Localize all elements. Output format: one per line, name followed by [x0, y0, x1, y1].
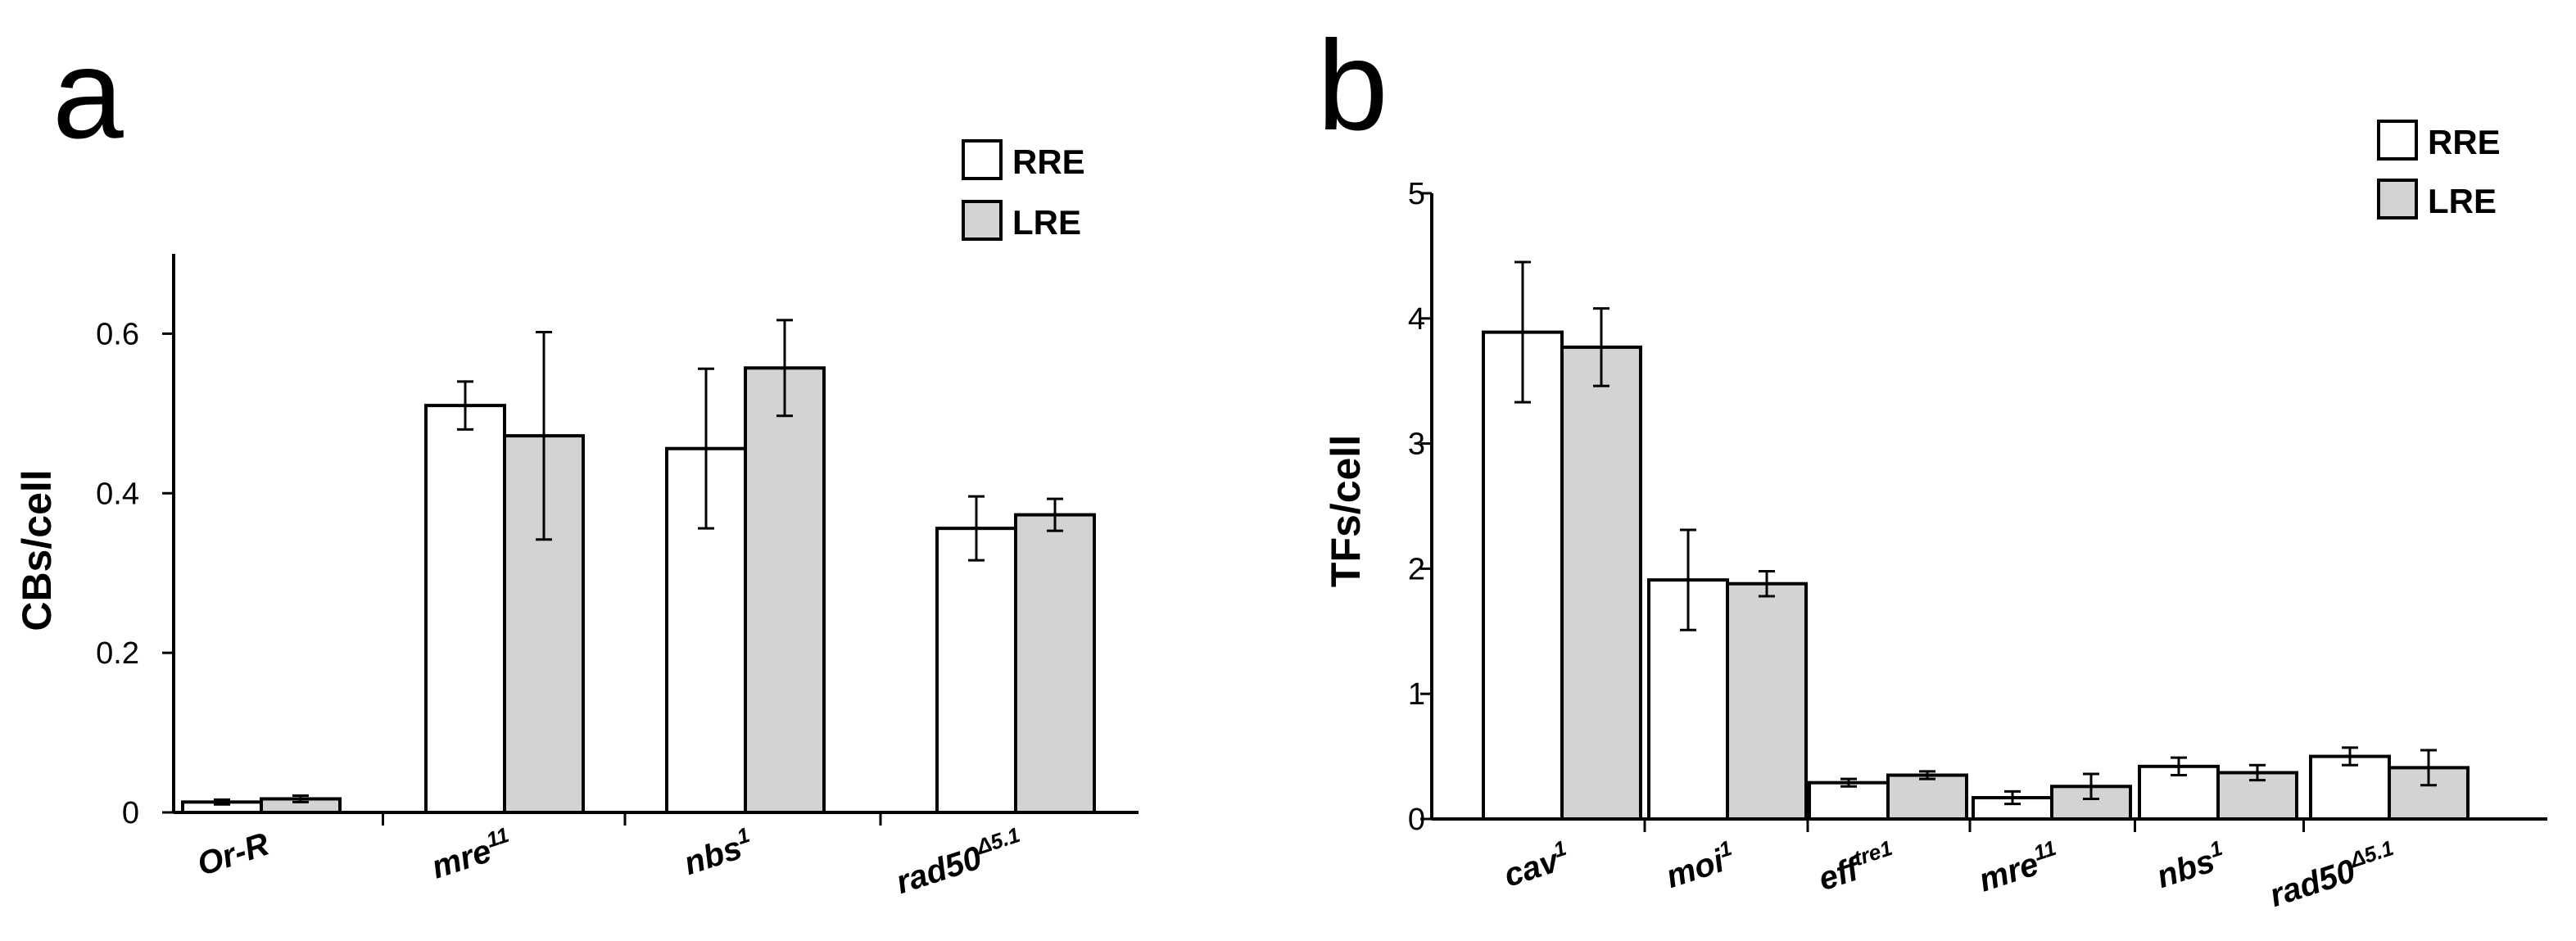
panel-a-bar-rre	[424, 404, 506, 814]
panel-b-category-label: efftre1	[1813, 835, 1899, 898]
panel-b-error-bar	[1759, 569, 1775, 598]
panel-b-y-tick-label: 2	[1408, 552, 1425, 586]
panel-a-category-label: Or-R	[193, 826, 274, 883]
panel-b-bar-rre	[1808, 780, 1890, 821]
panel-b-category-label: mre11	[1973, 835, 2064, 899]
panel-b-bar-lre	[1726, 581, 1808, 821]
panel-a-error-bar	[776, 319, 793, 418]
panel-b-y-tick-label: 3	[1408, 428, 1425, 462]
panel-b-error-bar	[1593, 307, 1609, 387]
panel-a-category-label: rad50Δ5.1	[890, 822, 1028, 901]
panel-b-category-label: nbs1	[2151, 835, 2230, 895]
panel-b-legend: RRE LRE	[2377, 120, 2501, 220]
panel-a-legend-swatch-lre	[962, 200, 1003, 241]
panel-a-bar-lre	[744, 366, 826, 814]
panel-b-error-bar	[2249, 763, 2266, 782]
panel-b-error-bar	[2420, 749, 2437, 787]
panel-b-category-label: moi1	[1660, 835, 1740, 895]
panel-b-legend-label-rre: RRE	[2428, 123, 2501, 161]
panel-b-bar-lre	[1560, 345, 1642, 821]
panel-b-bar-lre	[1886, 773, 1968, 821]
panel-a-bar-lre	[1014, 513, 1096, 814]
panel-a-error-bar	[457, 380, 473, 431]
panel-a-error-bar	[536, 330, 552, 541]
panel-b-error-bar	[1680, 528, 1696, 631]
panel-a-error-bar	[1047, 497, 1063, 532]
panel-b-legend-label-lre: LRE	[2428, 182, 2497, 220]
panel-a-legend-label-lre: LRE	[1012, 203, 1081, 242]
panel-a-y-tick-label: 0.6	[96, 317, 139, 351]
panel-b-error-bar	[1919, 770, 1935, 780]
panel-a-chart: a CBs/cell RRE LRE 0 0.2 0.4 0.6 Or-R mre11 nbs…	[14, 23, 1139, 901]
panel-b-error-bar	[2083, 772, 2099, 801]
panel-b-legend-swatch-lre	[2377, 179, 2418, 219]
panel-a-y-axis-label: CBs/cell	[14, 469, 60, 631]
panel-a-legend-swatch-rre	[962, 139, 1003, 180]
panel-a-y-tick-label: 0	[122, 796, 139, 830]
panel-a-legend: RRE LRE	[962, 139, 1085, 242]
panel-a-y-tick-label: 0.2	[96, 636, 139, 671]
panel-b-legend-swatch-rre	[2377, 120, 2418, 161]
panel-a-letter: a	[52, 23, 124, 165]
panel-b-error-bar	[2004, 789, 2021, 806]
panel-b-error-bar	[1840, 777, 1857, 788]
panel-b-error-bar	[1514, 260, 1531, 404]
panel-b-error-bar	[2171, 756, 2187, 777]
panel-a-error-bar	[698, 367, 714, 530]
panel-b-y-tick-label: 0	[1408, 803, 1425, 837]
panel-a-y-tick-label: 0.4	[96, 477, 139, 511]
panel-b-bar-rre	[1482, 330, 1564, 821]
panel-a-category-label: nbs1	[678, 822, 758, 882]
panel-a-bar-rre	[935, 527, 1017, 814]
panel-b-category-label: cav1	[1498, 835, 1573, 894]
panel-b-y-tick-label: 5	[1408, 177, 1425, 211]
panel-a-category-label: mre11	[426, 822, 517, 886]
panel-b-category-label: rad50Δ5.1	[2264, 835, 2402, 914]
panel-a-error-bar	[968, 495, 985, 562]
panel-a-error-bar	[292, 794, 309, 803]
panel-b-chart: b TFs/cell RRE LRE 0 1 2 3 4 5 cav1 moi1 efftre1 m…	[1317, 15, 2547, 914]
panel-b-letter: b	[1317, 15, 1388, 157]
panel-b-error-bar	[2342, 746, 2358, 767]
panel-b-y-tick-label: 4	[1408, 302, 1425, 337]
panel-a-error-bar	[214, 798, 230, 806]
panel-b-y-axis-label: TFs/cell	[1323, 435, 1369, 587]
panel-a-legend-label-rre: RRE	[1012, 143, 1085, 181]
panel-b-y-tick-label: 1	[1408, 677, 1425, 712]
